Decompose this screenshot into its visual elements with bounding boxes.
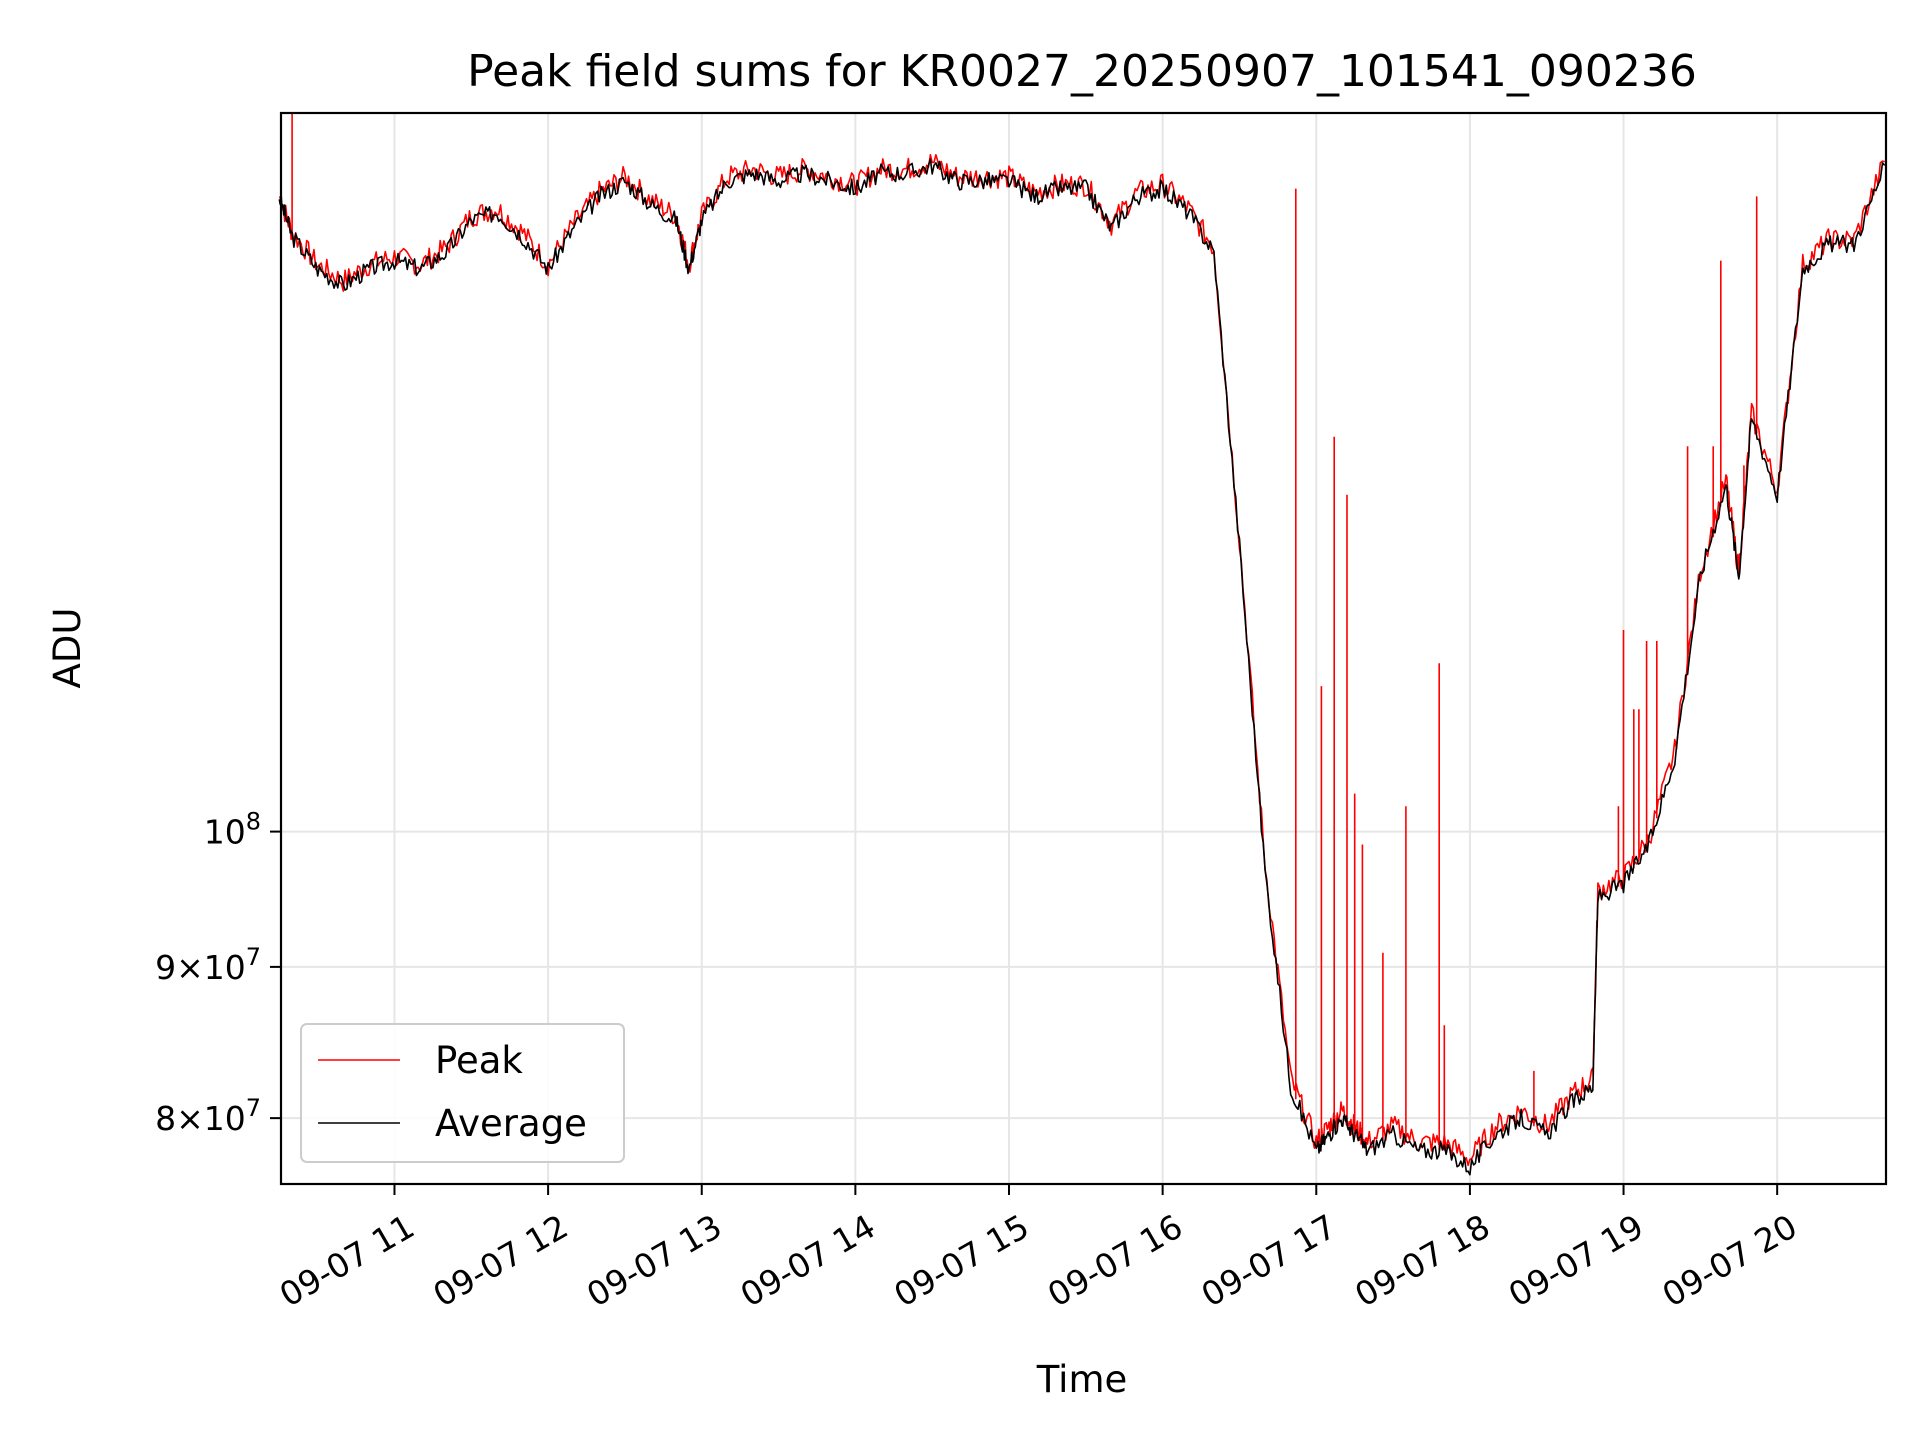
y-tick-label: 8×107 xyxy=(155,1094,261,1138)
x-axis-label: Time xyxy=(1036,1358,1128,1401)
y-axis-label: ADU xyxy=(46,608,89,689)
series-peak-line xyxy=(278,113,1885,1167)
series-average-line xyxy=(278,158,1886,1176)
y-tick-label: 108 xyxy=(204,808,261,852)
grid-layer xyxy=(281,113,1886,1184)
y-tick-exponent: 7 xyxy=(246,943,261,971)
y-tick-exponent: 7 xyxy=(246,1094,261,1122)
series-layer xyxy=(278,113,1886,1176)
legend-label-peak: Peak xyxy=(435,1039,523,1082)
y-tick-mantissa: 8×10 xyxy=(155,1099,246,1138)
y-tick-exponent: 8 xyxy=(246,808,261,836)
plot-frame xyxy=(279,111,1888,1186)
chart-title: Peak field sums for KR0027_20250907_1015… xyxy=(467,46,1697,97)
legend: Peak Average xyxy=(300,1023,625,1163)
y-tick-mantissa: 9×10 xyxy=(155,948,246,987)
y-tick-mantissa: 10 xyxy=(204,813,246,852)
legend-box xyxy=(300,1023,625,1163)
legend-label-average: Average xyxy=(435,1102,587,1145)
y-tick-label: 9×107 xyxy=(155,943,261,987)
